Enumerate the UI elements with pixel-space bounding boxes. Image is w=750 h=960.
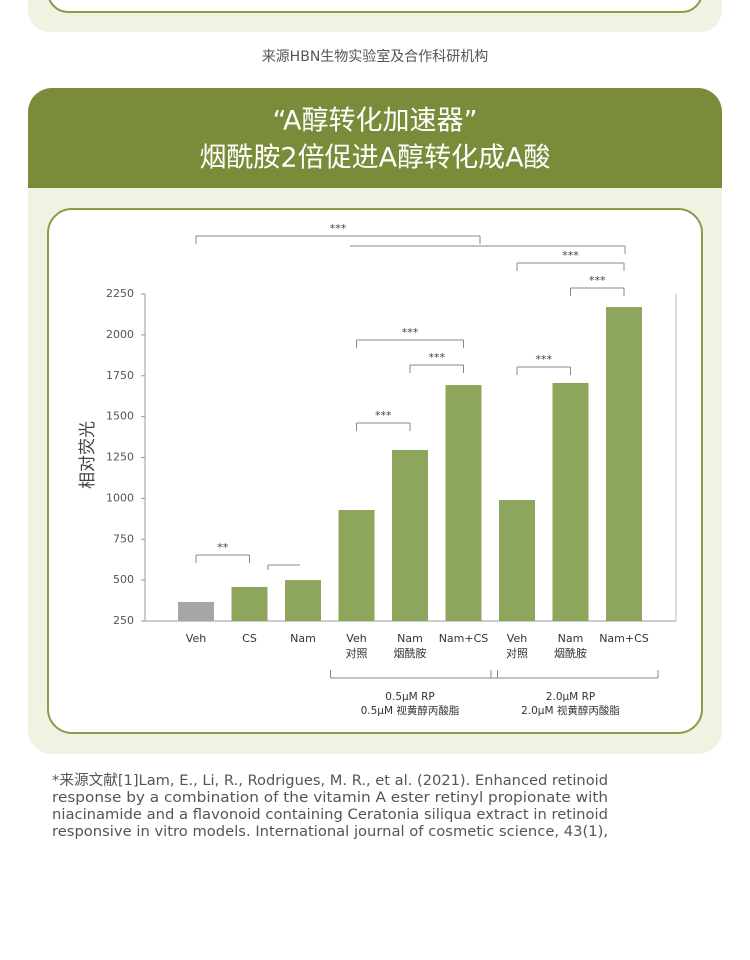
bar: [285, 580, 321, 621]
x-tick-label: Veh 对照: [506, 632, 528, 660]
reference-line: responsive in vitro models. Internationa…: [52, 824, 608, 840]
x-tick-label: Nam+CS: [439, 632, 489, 645]
y-tick-label: 2000: [106, 328, 134, 341]
bar: [178, 602, 214, 621]
y-tick-label: 1750: [106, 369, 134, 382]
bar: [338, 509, 375, 621]
x-tick-label: Nam 烟酰胺: [554, 632, 587, 660]
x-tick-label: Nam 烟酰胺: [394, 632, 427, 660]
significance-label: ***: [536, 353, 553, 366]
reference-line: niacinamide and a flavonoid containing C…: [52, 807, 608, 823]
significance-label: **: [217, 541, 229, 554]
panel-title: 烟酰胺2倍促进A醇转化成A酸: [199, 143, 550, 174]
x-tick-label: Nam+CS: [599, 632, 649, 645]
bar: [499, 500, 535, 621]
bar: [392, 449, 428, 621]
significance-label: ***: [375, 409, 392, 422]
y-tick-label: 2250: [106, 287, 134, 300]
group-label: 0.5μM RP 0.5μM 视黄醇丙酸脂: [361, 691, 460, 717]
y-tick-label: 1250: [106, 451, 134, 464]
y-tick-label: 500: [113, 573, 134, 586]
bar: [231, 586, 268, 621]
x-tick-label: CS: [242, 632, 257, 645]
y-tick-label: 1000: [106, 491, 134, 504]
source-note: 来源HBN生物实验室及合作科研机构: [262, 48, 489, 65]
y-axis-label: 相对荧光: [78, 421, 98, 489]
x-tick-label: Veh: [186, 632, 206, 645]
y-tick-label: 1500: [106, 410, 134, 423]
bar: [552, 382, 589, 621]
x-tick-label: Nam: [290, 632, 316, 645]
panel-title: “A醇转化加速器”: [273, 106, 478, 137]
significance-label: ***: [330, 222, 347, 235]
chart-card: [47, 208, 703, 734]
reference-line: *来源文献[1]Lam, E., Li, R., Rodrigues, M. R…: [52, 772, 608, 789]
significance-label: ***: [402, 326, 419, 339]
reference: *来源文献[1]Lam, E., Li, R., Rodrigues, M. R…: [52, 772, 608, 840]
reference-line: response by a combination of the vitamin…: [52, 790, 608, 806]
panel-header: [28, 88, 722, 188]
bar: [445, 385, 482, 621]
significance-label: ***: [429, 351, 446, 364]
group-label: 2.0μM RP 2.0μM 视黄醇丙酸脂: [521, 691, 620, 717]
y-tick-label: 250: [113, 614, 134, 627]
bar: [606, 307, 642, 621]
prev-card: [48, 0, 702, 13]
x-tick-label: Veh 对照: [346, 632, 368, 660]
y-tick-label: 750: [113, 532, 134, 545]
significance-label: ***: [589, 274, 606, 287]
significance-label: ***: [562, 249, 579, 262]
